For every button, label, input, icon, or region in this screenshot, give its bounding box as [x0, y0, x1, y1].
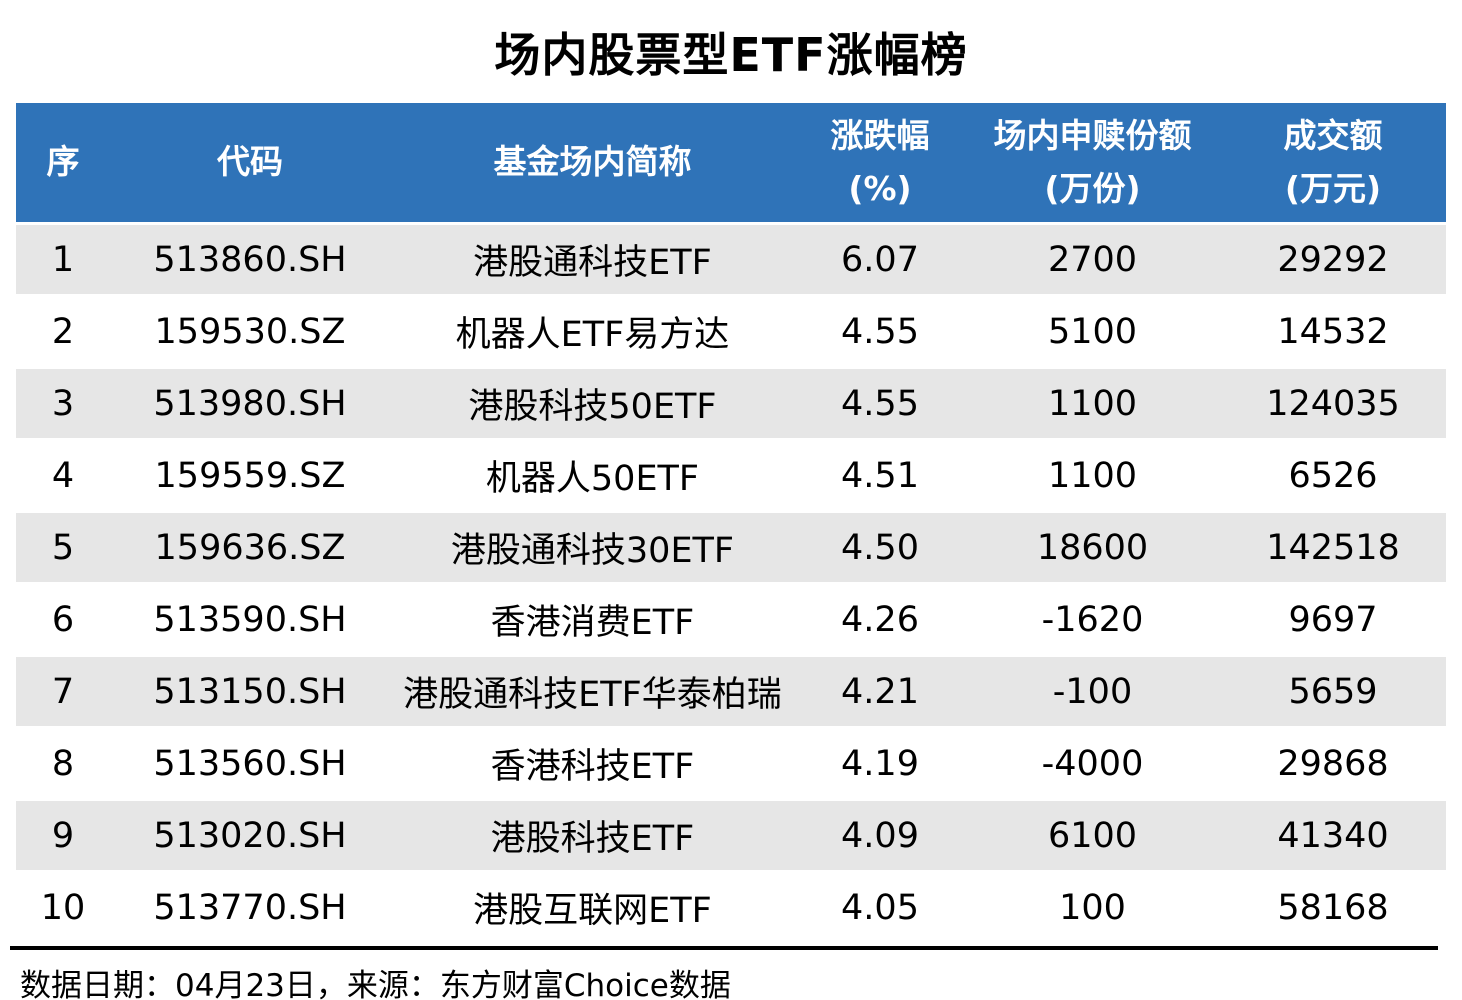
cell-change-pct: 4.55 [795, 295, 965, 369]
header-rank-line1: 序 [46, 142, 80, 182]
cell-shares: 100 [965, 871, 1220, 945]
cell-fund-name: 香港消费ETF [390, 583, 795, 657]
cell-fund-name: 港股科技50ETF [390, 367, 795, 441]
data-source-note: 数据日期：04月23日，来源：东方财富Choice数据 [20, 968, 731, 1000]
cell-turnover: 29868 [1220, 727, 1446, 801]
cell-shares: -100 [965, 655, 1220, 729]
cell-fund-name: 港股通科技30ETF [390, 511, 795, 585]
etf-table: 序 代码 基金场内简称 涨跌幅 (%) 场内申赎份额 (万份) [16, 103, 1446, 945]
cell-rank: 9 [16, 799, 110, 873]
cell-change-pct: 4.26 [795, 583, 965, 657]
table-row: 1 513860.SH 港股通科技ETF 6.07 2700 29292 [16, 223, 1446, 297]
cell-code: 159530.SZ [110, 295, 390, 369]
table-row: 10 513770.SH 港股互联网ETF 4.05 100 58168 [16, 871, 1446, 945]
header-shares: 场内申赎份额 (万份) [965, 103, 1220, 225]
cell-fund-name: 机器人ETF易方达 [390, 295, 795, 369]
cell-rank: 8 [16, 727, 110, 801]
table-header-row: 序 代码 基金场内简称 涨跌幅 (%) 场内申赎份额 (万份) [16, 103, 1446, 225]
cell-turnover: 6526 [1220, 439, 1446, 513]
cell-turnover: 5659 [1220, 655, 1446, 729]
cell-rank: 3 [16, 367, 110, 441]
header-rank: 序 [16, 103, 110, 225]
cell-code: 513150.SH [110, 655, 390, 729]
cell-turnover: 9697 [1220, 583, 1446, 657]
cell-shares: -1620 [965, 583, 1220, 657]
header-code-line1: 代码 [217, 142, 283, 182]
header-fund-name-line1: 基金场内简称 [493, 142, 692, 182]
cell-rank: 5 [16, 511, 110, 585]
cell-change-pct: 4.21 [795, 655, 965, 729]
cell-rank: 2 [16, 295, 110, 369]
table-row: 7 513150.SH 港股通科技ETF华泰柏瑞 4.21 -100 5659 [16, 655, 1446, 729]
cell-rank: 4 [16, 439, 110, 513]
header-turnover: 成交额 (万元) [1220, 103, 1446, 225]
cell-fund-name: 港股科技ETF [390, 799, 795, 873]
cell-code: 159636.SZ [110, 511, 390, 585]
cell-shares: 1100 [965, 439, 1220, 513]
table-row: 9 513020.SH 港股科技ETF 4.09 6100 41340 [16, 799, 1446, 873]
cell-shares: 1100 [965, 367, 1220, 441]
cell-fund-name: 港股互联网ETF [390, 871, 795, 945]
header-turnover-line1: 成交额 [1283, 115, 1383, 155]
table-row: 3 513980.SH 港股科技50ETF 4.55 1100 124035 [16, 367, 1446, 441]
cell-turnover: 124035 [1220, 367, 1446, 441]
cell-change-pct: 4.05 [795, 871, 965, 945]
cell-rank: 6 [16, 583, 110, 657]
cell-code: 159559.SZ [110, 439, 390, 513]
cell-fund-name: 港股通科技ETF [390, 223, 795, 297]
cell-shares: 2700 [965, 223, 1220, 297]
header-shares-line2: (万份) [1044, 168, 1141, 208]
table-row: 6 513590.SH 香港消费ETF 4.26 -1620 9697 [16, 583, 1446, 657]
cell-code: 513020.SH [110, 799, 390, 873]
header-code: 代码 [110, 103, 390, 225]
cell-change-pct: 4.50 [795, 511, 965, 585]
header-change-pct: 涨跌幅 (%) [795, 103, 965, 225]
cell-turnover: 29292 [1220, 223, 1446, 297]
table-row: 2 159530.SZ 机器人ETF易方达 4.55 5100 14532 [16, 295, 1446, 369]
cell-turnover: 58168 [1220, 871, 1446, 945]
cell-code: 513980.SH [110, 367, 390, 441]
cell-rank: 1 [16, 223, 110, 297]
cell-rank: 7 [16, 655, 110, 729]
table-row: 5 159636.SZ 港股通科技30ETF 4.50 18600 142518 [16, 511, 1446, 585]
header-fund-name: 基金场内简称 [390, 103, 795, 225]
header-shares-line1: 场内申赎份额 [993, 115, 1192, 155]
cell-fund-name: 港股通科技ETF华泰柏瑞 [390, 655, 795, 729]
cell-fund-name: 机器人50ETF [390, 439, 795, 513]
cell-fund-name: 香港科技ETF [390, 727, 795, 801]
cell-shares: -4000 [965, 727, 1220, 801]
header-change-pct-line2: (%) [848, 168, 912, 208]
table-row: 4 159559.SZ 机器人50ETF 4.51 1100 6526 [16, 439, 1446, 513]
cell-code: 513560.SH [110, 727, 390, 801]
cell-turnover: 14532 [1220, 295, 1446, 369]
cell-change-pct: 4.55 [795, 367, 965, 441]
cell-code: 513860.SH [110, 223, 390, 297]
header-change-pct-line1: 涨跌幅 [830, 115, 930, 155]
cell-code: 513770.SH [110, 871, 390, 945]
table-row: 8 513560.SH 香港科技ETF 4.19 -4000 29868 [16, 727, 1446, 801]
cell-change-pct: 4.51 [795, 439, 965, 513]
cell-turnover: 41340 [1220, 799, 1446, 873]
cell-change-pct: 4.19 [795, 727, 965, 801]
cell-rank: 10 [16, 871, 110, 945]
cell-change-pct: 4.09 [795, 799, 965, 873]
cell-shares: 5100 [965, 295, 1220, 369]
cell-change-pct: 6.07 [795, 223, 965, 297]
header-turnover-line2: (万元) [1284, 168, 1382, 208]
page-title: 场内股票型ETF涨幅榜 [494, 27, 968, 82]
cell-shares: 18600 [965, 511, 1220, 585]
cell-turnover: 142518 [1220, 511, 1446, 585]
footer-divider [10, 946, 1438, 950]
cell-code: 513590.SH [110, 583, 390, 657]
cell-shares: 6100 [965, 799, 1220, 873]
